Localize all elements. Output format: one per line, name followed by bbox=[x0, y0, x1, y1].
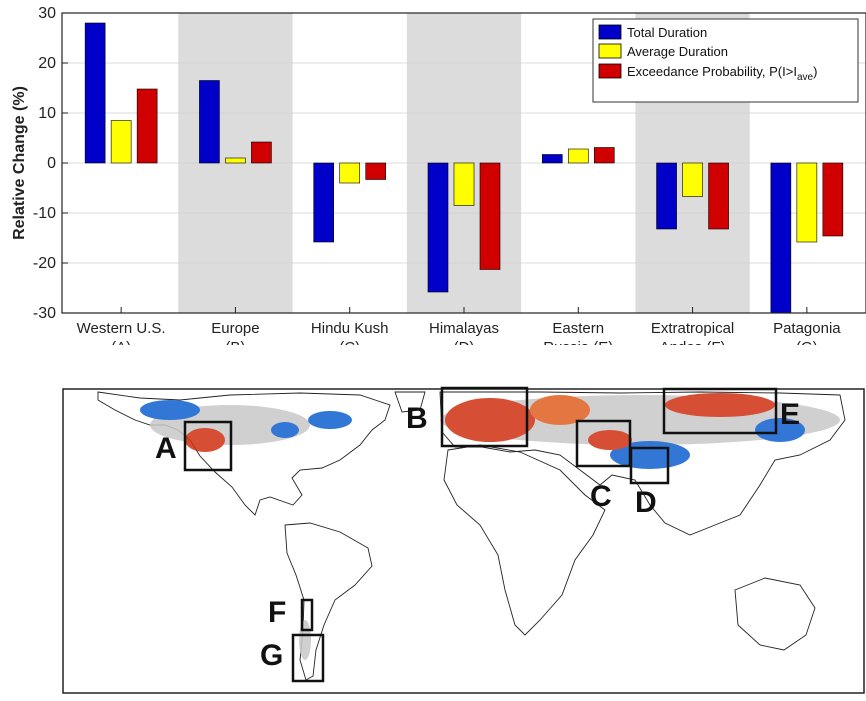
bar-series-0-cat-0 bbox=[84, 22, 106, 164]
y-tick-label: 0 bbox=[47, 155, 56, 172]
y-tick-labels: 30 20 10 0 -10 -20 -30 bbox=[33, 5, 68, 322]
region-box-e bbox=[662, 387, 778, 435]
legend-swatch-total bbox=[598, 24, 622, 40]
bar-series-0-cat-3 bbox=[427, 162, 449, 293]
region-box-c bbox=[575, 419, 632, 468]
bar-series-1-cat-4 bbox=[567, 148, 589, 164]
y-tick-label: 30 bbox=[38, 5, 56, 22]
bar-series-0-cat-5 bbox=[656, 162, 677, 230]
bar-series-2-cat-4 bbox=[593, 147, 615, 164]
x-category-label: Andes (F) bbox=[660, 339, 726, 345]
bar-series-1-cat-1 bbox=[225, 157, 246, 164]
bar-series-1-cat-3 bbox=[453, 162, 475, 206]
bar-series-2-cat-5 bbox=[708, 162, 729, 230]
region-label-g: G bbox=[260, 639, 283, 672]
greenland-outline bbox=[394, 391, 426, 413]
legend-label-average: Average Duration bbox=[627, 44, 728, 59]
y-tick-label: -20 bbox=[33, 255, 56, 272]
anomaly-patches bbox=[140, 393, 840, 660]
legend-label-exceedance: Exceedance Probability, P(I>Iave) bbox=[627, 64, 817, 83]
bar-series-2-cat-2 bbox=[365, 162, 387, 180]
region-label-a: A bbox=[155, 432, 177, 465]
x-category-label: Himalayas bbox=[429, 320, 499, 337]
map-frame bbox=[62, 388, 865, 694]
legend-swatch-average bbox=[598, 43, 622, 59]
region-label-f: F bbox=[268, 596, 286, 629]
bar-series-1-cat-0 bbox=[110, 120, 132, 164]
bars bbox=[84, 22, 844, 314]
bar-series-2-cat-1 bbox=[251, 141, 272, 164]
bar-series-1-cat-5 bbox=[682, 162, 703, 197]
bar-series-0-cat-1 bbox=[199, 80, 220, 164]
bar-series-0-cat-4 bbox=[541, 154, 563, 164]
x-category-label: (A) bbox=[111, 339, 131, 345]
x-category-label: (B) bbox=[225, 339, 245, 345]
south-america-outline bbox=[284, 522, 373, 681]
region-label-e: E bbox=[780, 398, 800, 431]
x-category-label: Russia (E) bbox=[543, 339, 613, 345]
region-label-b: B bbox=[406, 402, 428, 435]
bar-series-2-cat-6 bbox=[822, 162, 844, 237]
y-axis-label: Relative Change (%) bbox=[11, 86, 28, 240]
y-tick-label: 10 bbox=[38, 105, 56, 122]
region-box-b bbox=[440, 386, 529, 448]
y-tick-label: -10 bbox=[33, 205, 56, 222]
legend-swatch-exceedance bbox=[598, 63, 622, 79]
region-label-d: D bbox=[635, 486, 657, 519]
region-box-d bbox=[629, 446, 670, 485]
bar-series-2-cat-0 bbox=[136, 88, 158, 164]
x-category-label: (G) bbox=[796, 339, 818, 345]
bar-series-1-cat-2 bbox=[339, 162, 361, 184]
north-america-outline bbox=[97, 391, 391, 516]
legend: Total Duration Average Duration Exceedan… bbox=[592, 18, 859, 103]
region-box-a bbox=[183, 420, 233, 472]
region-box-f bbox=[300, 598, 314, 632]
x-category-label: Europe bbox=[211, 320, 259, 337]
africa-outline bbox=[443, 444, 606, 636]
eurasia-outline bbox=[439, 391, 846, 536]
bar-chart: 30 20 10 0 -10 -20 -30 Western U.S. (A) Europe (B… bbox=[11, 5, 866, 345]
x-category-label: Patagonia bbox=[773, 320, 841, 337]
australia-outline bbox=[734, 577, 816, 651]
x-category-label: Western U.S. bbox=[77, 320, 166, 337]
y-tick-label: -30 bbox=[33, 305, 56, 322]
x-category-label: (C) bbox=[339, 339, 360, 345]
x-category-labels: Western U.S. (A) Europe (B) Hindu Kush (C) Him… bbox=[77, 307, 841, 345]
region-boxes bbox=[183, 386, 778, 683]
region-box-g bbox=[291, 633, 325, 683]
region-label-c: C bbox=[590, 480, 612, 513]
y-tick-label: 20 bbox=[38, 55, 56, 72]
bar-series-2-cat-3 bbox=[479, 162, 501, 270]
bar-series-1-cat-6 bbox=[796, 162, 818, 243]
bar-series-0-cat-2 bbox=[313, 162, 335, 243]
x-category-label: Extratropical bbox=[651, 320, 734, 337]
x-category-label: Eastern bbox=[552, 320, 604, 337]
bar-series-0-cat-6 bbox=[770, 162, 792, 314]
x-category-label: Hindu Kush bbox=[311, 320, 389, 337]
legend-label-total: Total Duration bbox=[627, 25, 707, 40]
map-continents bbox=[97, 391, 846, 681]
x-category-label: (D) bbox=[454, 339, 475, 345]
